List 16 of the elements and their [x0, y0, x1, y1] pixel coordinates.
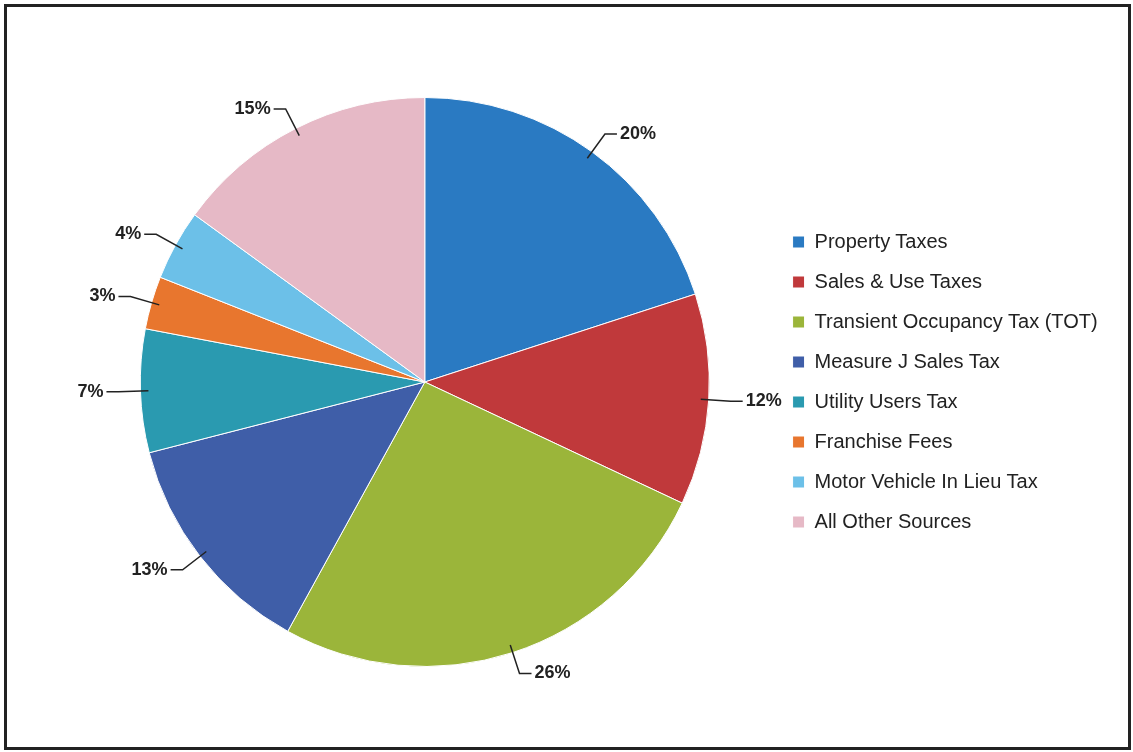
legend-label: Measure J Sales Tax [814, 349, 1000, 372]
data-label: 15% [234, 97, 271, 118]
legend-label: All Other Sources [814, 509, 972, 532]
data-label: 13% [131, 558, 168, 579]
data-label: 20% [619, 123, 656, 144]
legend-label: Utility Users Tax [814, 389, 958, 412]
data-label: 26% [534, 662, 571, 683]
data-label: 3% [89, 285, 116, 306]
legend-label: Transient Occupancy Tax (TOT) [814, 309, 1098, 332]
data-label: 4% [115, 223, 142, 244]
legend-label: Motor Vehicle In Lieu Tax [814, 469, 1038, 492]
legend-label: Franchise Fees [814, 429, 953, 452]
data-label: 12% [745, 390, 782, 411]
legend-label: Sales & Use Taxes [814, 269, 983, 292]
legend-label: Property Taxes [814, 229, 948, 252]
data-label: 7% [77, 380, 104, 401]
